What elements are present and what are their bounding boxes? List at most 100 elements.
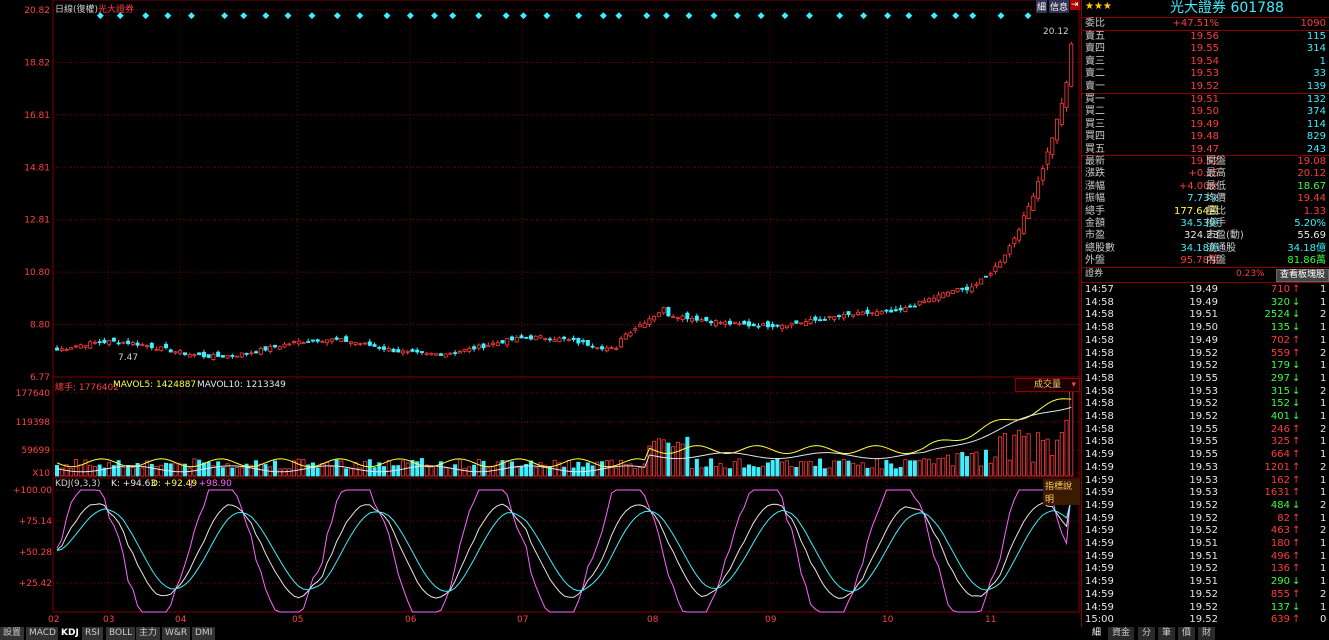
candle-body	[377, 346, 382, 349]
event-marker-icon: ◆	[449, 11, 456, 21]
candle-body	[661, 307, 666, 314]
volume-bar	[159, 464, 164, 477]
kdj-tick-label: +25.42	[19, 579, 52, 589]
tick-volume: 664	[1270, 449, 1290, 461]
candle-body	[524, 336, 529, 339]
candle-body	[519, 335, 524, 339]
tab-settings[interactable]: 設置	[0, 627, 26, 640]
volume-bar	[699, 467, 704, 477]
event-marker-icon: ◆	[734, 11, 741, 21]
price-tick-label: 6.77	[30, 373, 50, 383]
sector-pct: 0.23%	[1236, 269, 1265, 279]
candle-body	[405, 350, 410, 353]
kline-chart[interactable]: 20.82 18.82 16.81 14.81 12.81 10.80 8.80 6.77 17…	[0, 0, 1080, 627]
tick-price: 19.52	[1189, 512, 1218, 524]
tick-count: 1	[1320, 436, 1327, 448]
right-tab-2[interactable]: 分	[1138, 627, 1157, 640]
volume-bar	[344, 468, 349, 477]
tick-time: 14:58	[1085, 423, 1114, 435]
volume-bar	[775, 458, 780, 477]
stat-row: 總手 177.64萬 量比 1.33	[1082, 206, 1329, 219]
stat-value: 19.44	[1297, 193, 1326, 205]
detail-button[interactable]: 細	[1036, 0, 1048, 13]
stat-label: 外盤	[1085, 255, 1105, 267]
ask-row: 賣二 19.53 33	[1082, 68, 1329, 81]
volume-bar	[102, 467, 107, 477]
price-high-marker: 20.12	[1043, 27, 1069, 37]
tick-count: 2	[1320, 347, 1327, 359]
tab-rsi[interactable]: RSI	[82, 627, 104, 640]
tick-time: 14:59	[1085, 601, 1114, 613]
right-tab-5[interactable]: 財	[1198, 627, 1217, 640]
bid-label: 買一	[1085, 94, 1105, 105]
stat-value: 95.78萬	[1180, 255, 1219, 267]
right-tab-1[interactable]: 資金	[1108, 627, 1136, 640]
volume-bar	[486, 467, 491, 477]
event-marker-icon: ◆	[383, 11, 390, 21]
candle-body	[1045, 151, 1050, 165]
right-tab-4[interactable]: 價	[1178, 627, 1197, 640]
indicator-help-button[interactable]: 指標說明	[1043, 479, 1080, 505]
volume-indicator-dropdown[interactable]: 成交量 ▾	[1015, 378, 1080, 392]
tick-price: 19.52	[1189, 588, 1218, 600]
tick-row: 14:58 19.55 325 ↑ 1	[1082, 436, 1329, 449]
candle-body	[1021, 215, 1026, 234]
event-marker-icon: ◆	[1024, 11, 1031, 21]
event-marker-icon: ◆	[164, 11, 171, 21]
candle-body	[164, 343, 169, 349]
stat-row: 金額 34.53億 換手 5.20%	[1082, 218, 1329, 231]
volume-bar	[325, 461, 330, 477]
exit-icon[interactable]: ⇥	[1070, 0, 1080, 10]
volume-bar	[832, 460, 837, 477]
candle-body	[851, 314, 856, 317]
tick-volume: 297	[1270, 372, 1290, 384]
tick-row: 14:58 19.52 179 ↓ 1	[1082, 360, 1329, 373]
candle-body	[149, 342, 154, 349]
tab-macd[interactable]: MACD	[26, 627, 60, 640]
info-button[interactable]: 信息	[1049, 0, 1070, 13]
arrow-down-icon: ↓	[1292, 411, 1301, 422]
candle-body	[1031, 195, 1036, 211]
candle-body	[69, 347, 74, 350]
volume-bar	[495, 461, 500, 477]
candle-body	[547, 338, 552, 341]
tick-price: 19.55	[1189, 449, 1218, 461]
tick-count: 2	[1320, 588, 1327, 600]
candle-body	[348, 341, 353, 344]
stat-value: 34.53億	[1180, 218, 1219, 229]
candle-body	[988, 273, 993, 276]
event-marker-icon: ◆	[520, 11, 527, 21]
tick-volume: 639	[1270, 614, 1290, 626]
bid-label: 買三	[1085, 118, 1105, 130]
right-tab-3[interactable]: 筆	[1158, 627, 1177, 640]
volume-tick-label: 177640	[16, 389, 51, 399]
tab-wr[interactable]: W&R	[162, 627, 192, 640]
volume-bar	[164, 462, 169, 477]
chart-area[interactable]: 20.82 18.82 16.81 14.81 12.81 10.80 8.80 6.77 17…	[0, 0, 1080, 627]
volume-bar	[230, 467, 235, 477]
candle-body	[1036, 181, 1041, 199]
candle-body	[794, 320, 799, 324]
volume-bar	[339, 460, 344, 477]
right-tab-0[interactable]: 細	[1088, 627, 1107, 640]
tab-dmi[interactable]: DMI	[192, 627, 217, 640]
arrow-down-icon: ↓	[1292, 372, 1301, 384]
volume-bar	[813, 465, 818, 477]
volume-bar	[287, 468, 292, 477]
view-sector-stocks-button[interactable]: 查看板塊股	[1276, 269, 1329, 282]
volume-bar	[429, 465, 434, 477]
tick-row: 14:59 19.53 162 ↑ 1	[1082, 475, 1329, 488]
event-marker-icon: ◆	[97, 11, 104, 21]
tab-main-force[interactable]: 主力	[136, 627, 162, 640]
tab-kdj[interactable]: KDJ	[58, 627, 83, 640]
tick-time: 14:59	[1085, 512, 1114, 524]
candle-body	[671, 316, 676, 318]
volume-bar	[481, 460, 486, 477]
volume-bar	[870, 467, 875, 477]
candle-body	[116, 342, 121, 345]
tab-boll[interactable]: BOLL	[106, 627, 137, 640]
candle-body	[239, 352, 244, 358]
event-marker-icon: ◆	[884, 11, 891, 21]
candle-body	[130, 342, 135, 345]
candle-body	[505, 338, 510, 346]
